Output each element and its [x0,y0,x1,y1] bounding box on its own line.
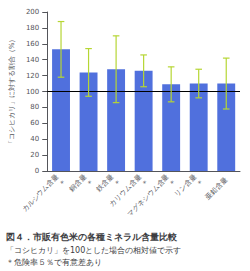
svg-text:180: 180 [26,24,39,32]
svg-text:60: 60 [30,119,39,127]
svg-text:160: 160 [26,40,39,48]
svg-text:*: * [197,179,205,187]
svg-text:リン含量: リン含量 [173,173,198,198]
svg-text:*: * [142,179,150,187]
svg-text:40: 40 [30,135,39,143]
svg-text:*: * [86,179,94,187]
svg-text:*: * [114,179,122,187]
svg-text:「コシヒカリ」を100とした場合の相対値で示す: 「コシヒカリ」を100とした場合の相対値で示す [6,246,181,255]
svg-text:「コシヒカリ」に対する割合（%）: 「コシヒカリ」に対する割合（%） [8,36,16,148]
svg-text:20: 20 [30,151,39,159]
svg-text:＊危険率５％で有意差あり: ＊危険率５％で有意差あり [6,258,102,267]
svg-text:図４．市販有色米の各種ミネラル含量比較: 図４．市販有色米の各種ミネラル含量比較 [6,232,178,242]
svg-text:マグネシウム含量: マグネシウム含量 [126,173,171,218]
svg-text:140: 140 [26,56,39,64]
svg-text:0: 0 [35,167,39,175]
svg-text:カルシウム含量: カルシウム含量 [20,173,60,213]
svg-text:80: 80 [30,103,39,111]
svg-text:カリウム含量: カリウム含量 [107,173,144,209]
svg-text:100: 100 [26,88,39,96]
svg-text:*: * [169,179,177,187]
svg-text:120: 120 [26,72,39,80]
svg-text:200: 200 [26,8,39,16]
svg-text:*: * [59,179,67,187]
svg-text:亜鉛含量: 亜鉛含量 [204,176,229,201]
svg-text:鉄含量: 鉄含量 [95,173,116,194]
svg-text:銅含量: 銅含量 [68,173,89,194]
